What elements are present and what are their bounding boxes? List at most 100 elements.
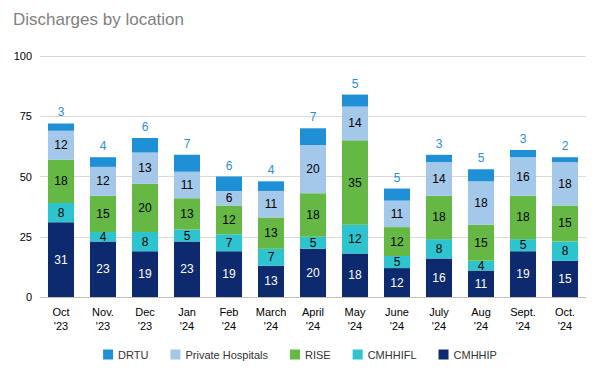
svg-text:'23: '23 bbox=[138, 320, 152, 332]
svg-text:12: 12 bbox=[222, 213, 236, 227]
svg-text:'24: '24 bbox=[348, 320, 362, 332]
svg-text:Oct: Oct bbox=[52, 306, 69, 318]
svg-text:20: 20 bbox=[138, 201, 152, 215]
svg-text:'24: '24 bbox=[516, 320, 530, 332]
svg-text:15: 15 bbox=[558, 272, 572, 286]
svg-text:18: 18 bbox=[516, 210, 530, 224]
svg-text:DRTU: DRTU bbox=[118, 349, 148, 361]
svg-text:19: 19 bbox=[222, 267, 236, 281]
svg-text:16: 16 bbox=[432, 271, 446, 285]
svg-text:13: 13 bbox=[264, 226, 278, 240]
svg-text:19: 19 bbox=[138, 267, 152, 281]
svg-text:16: 16 bbox=[516, 170, 530, 184]
svg-text:23: 23 bbox=[180, 262, 194, 276]
svg-text:15: 15 bbox=[558, 216, 572, 230]
svg-text:6: 6 bbox=[226, 159, 233, 173]
svg-text:13: 13 bbox=[264, 274, 278, 288]
svg-text:3: 3 bbox=[520, 132, 527, 146]
svg-text:Dec: Dec bbox=[135, 306, 155, 318]
svg-text:3: 3 bbox=[58, 105, 65, 119]
svg-text:0: 0 bbox=[26, 291, 32, 303]
svg-text:Nov.: Nov. bbox=[92, 306, 114, 318]
svg-text:'23: '23 bbox=[54, 320, 68, 332]
svg-text:5: 5 bbox=[352, 77, 359, 91]
svg-text:'24: '24 bbox=[306, 320, 320, 332]
svg-text:18: 18 bbox=[558, 177, 572, 191]
svg-text:July: July bbox=[429, 306, 449, 318]
svg-text:7: 7 bbox=[268, 250, 275, 264]
svg-text:May: May bbox=[345, 306, 366, 318]
svg-text:4: 4 bbox=[268, 163, 275, 177]
svg-text:Private Hospitals: Private Hospitals bbox=[185, 349, 268, 361]
svg-text:2: 2 bbox=[562, 139, 569, 153]
svg-text:15: 15 bbox=[474, 236, 488, 250]
svg-text:18: 18 bbox=[432, 210, 446, 224]
svg-text:12: 12 bbox=[348, 232, 362, 246]
svg-text:'24: '24 bbox=[432, 320, 446, 332]
svg-text:March: March bbox=[256, 306, 287, 318]
svg-text:8: 8 bbox=[142, 235, 149, 249]
svg-text:20: 20 bbox=[306, 266, 320, 280]
svg-text:June: June bbox=[385, 306, 409, 318]
svg-text:7: 7 bbox=[226, 236, 233, 250]
svg-text:'24: '24 bbox=[222, 320, 236, 332]
svg-text:'24: '24 bbox=[558, 320, 572, 332]
svg-text:'24: '24 bbox=[474, 320, 488, 332]
svg-text:Aug: Aug bbox=[471, 306, 491, 318]
svg-text:8: 8 bbox=[562, 244, 569, 258]
svg-text:35: 35 bbox=[348, 176, 362, 190]
svg-text:'23: '23 bbox=[96, 320, 110, 332]
svg-text:12: 12 bbox=[54, 138, 68, 152]
svg-text:18: 18 bbox=[474, 196, 488, 210]
svg-text:CMHHIFL: CMHHIFL bbox=[368, 349, 417, 361]
svg-text:14: 14 bbox=[348, 116, 362, 130]
svg-text:11: 11 bbox=[391, 207, 404, 221]
svg-text:12: 12 bbox=[390, 235, 404, 249]
svg-text:5: 5 bbox=[184, 229, 191, 243]
svg-text:'24: '24 bbox=[264, 320, 278, 332]
svg-text:5: 5 bbox=[394, 255, 401, 269]
svg-text:6: 6 bbox=[142, 120, 149, 134]
svg-text:RISE: RISE bbox=[305, 349, 331, 361]
svg-text:7: 7 bbox=[310, 110, 317, 124]
svg-text:4: 4 bbox=[478, 259, 485, 273]
svg-text:5: 5 bbox=[394, 171, 401, 185]
svg-text:7: 7 bbox=[184, 137, 191, 151]
svg-text:31: 31 bbox=[54, 253, 68, 267]
svg-text:3: 3 bbox=[436, 137, 443, 151]
svg-text:25: 25 bbox=[20, 231, 32, 243]
svg-text:4: 4 bbox=[100, 139, 107, 153]
svg-text:75: 75 bbox=[20, 110, 32, 122]
svg-text:13: 13 bbox=[138, 161, 152, 175]
svg-text:18: 18 bbox=[54, 174, 68, 188]
svg-text:'24: '24 bbox=[390, 320, 404, 332]
svg-text:19: 19 bbox=[516, 267, 530, 281]
svg-text:100: 100 bbox=[14, 50, 32, 62]
svg-text:Jan: Jan bbox=[178, 306, 196, 318]
svg-text:12: 12 bbox=[390, 276, 404, 290]
svg-text:Oct.: Oct. bbox=[555, 306, 575, 318]
svg-text:'24: '24 bbox=[180, 320, 194, 332]
svg-text:Feb: Feb bbox=[220, 306, 239, 318]
svg-text:April: April bbox=[302, 306, 324, 318]
svg-text:14: 14 bbox=[432, 172, 446, 186]
svg-text:Discharges by location: Discharges by location bbox=[13, 10, 184, 29]
svg-text:20: 20 bbox=[306, 162, 320, 176]
svg-text:CMHHIP: CMHHIP bbox=[454, 349, 497, 361]
svg-text:18: 18 bbox=[348, 268, 362, 282]
svg-text:12: 12 bbox=[96, 174, 110, 188]
svg-text:15: 15 bbox=[96, 207, 110, 221]
svg-text:13: 13 bbox=[180, 207, 194, 221]
svg-text:5: 5 bbox=[310, 236, 317, 250]
svg-text:4: 4 bbox=[100, 230, 107, 244]
svg-text:8: 8 bbox=[436, 242, 443, 256]
svg-text:8: 8 bbox=[58, 206, 65, 220]
svg-text:11: 11 bbox=[475, 277, 488, 291]
svg-text:18: 18 bbox=[306, 208, 320, 222]
svg-text:50: 50 bbox=[20, 171, 32, 183]
svg-text:11: 11 bbox=[265, 197, 278, 211]
svg-text:11: 11 bbox=[181, 178, 194, 192]
svg-text:5: 5 bbox=[478, 151, 485, 165]
svg-text:Sept.: Sept. bbox=[510, 306, 536, 318]
svg-text:5: 5 bbox=[520, 238, 527, 252]
